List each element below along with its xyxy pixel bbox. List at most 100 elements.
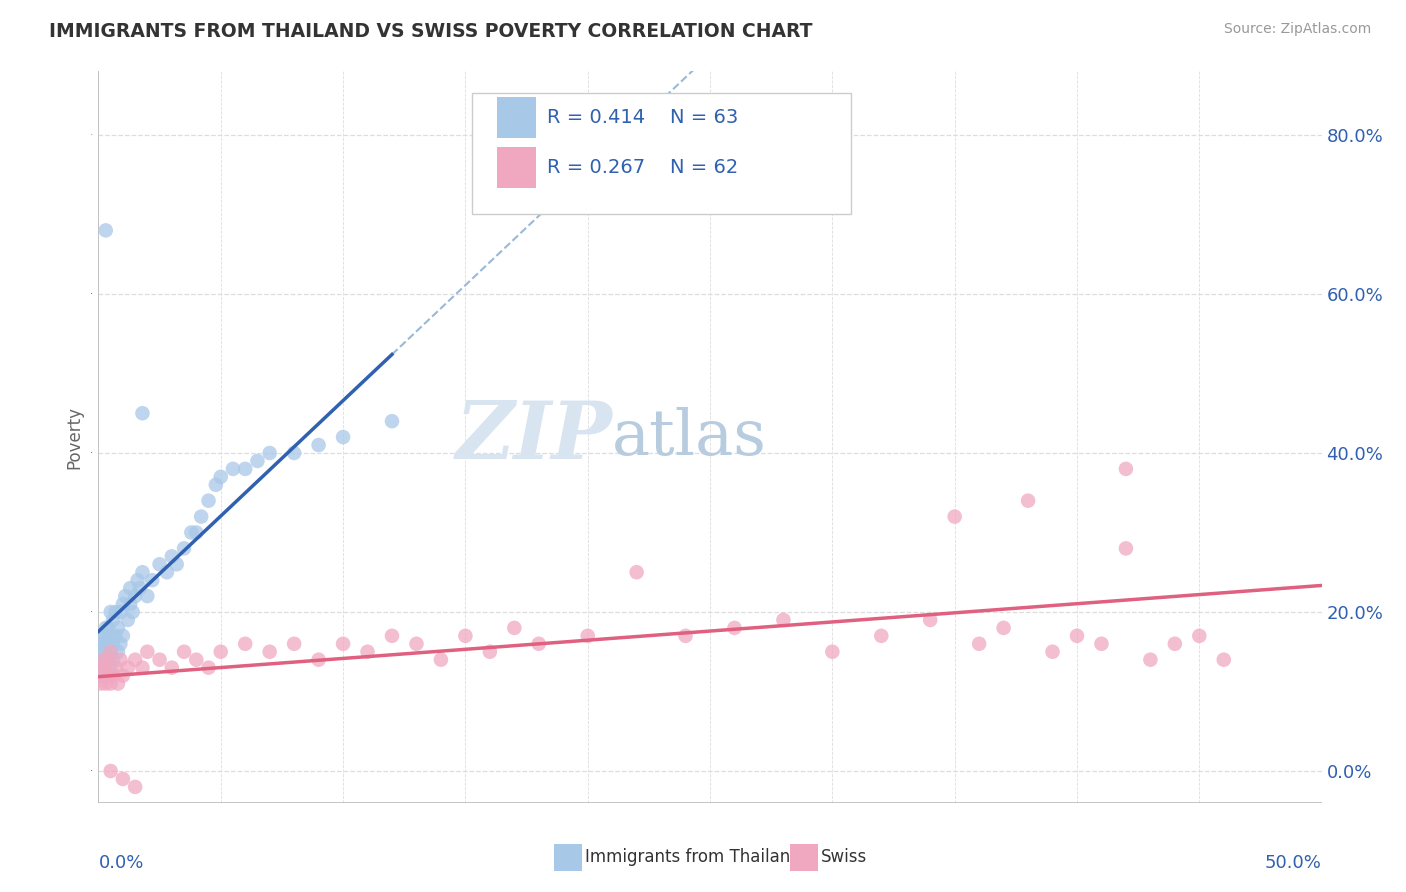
- Point: [111, 629, 134, 643]
- Point: [94, 637, 117, 651]
- Point: [920, 613, 942, 627]
- Point: [141, 573, 163, 587]
- Point: [356, 645, 378, 659]
- Point: [197, 493, 219, 508]
- Point: [114, 589, 136, 603]
- Point: [131, 566, 153, 580]
- Point: [101, 613, 124, 627]
- Point: [127, 573, 149, 587]
- Point: [97, 653, 120, 667]
- Point: [430, 653, 453, 667]
- Point: [1090, 637, 1112, 651]
- Point: [110, 637, 132, 651]
- Point: [478, 645, 501, 659]
- Point: [111, 597, 134, 611]
- Point: [94, 660, 117, 674]
- Text: 50.0%: 50.0%: [1265, 854, 1322, 872]
- Point: [104, 629, 127, 643]
- FancyBboxPatch shape: [498, 146, 536, 188]
- Point: [97, 660, 120, 674]
- Point: [124, 780, 146, 794]
- Point: [381, 414, 404, 428]
- Point: [1115, 541, 1137, 556]
- Point: [136, 589, 159, 603]
- Point: [222, 462, 245, 476]
- Point: [1066, 629, 1088, 643]
- Point: [94, 653, 117, 667]
- Point: [233, 637, 256, 651]
- Point: [101, 637, 124, 651]
- Point: [97, 653, 120, 667]
- Point: [100, 645, 122, 659]
- Text: atlas: atlas: [612, 407, 768, 467]
- Text: IMMIGRANTS FROM THAILAND VS SWISS POVERTY CORRELATION CHART: IMMIGRANTS FROM THAILAND VS SWISS POVERT…: [49, 22, 813, 41]
- Point: [993, 621, 1015, 635]
- Point: [100, 605, 122, 619]
- Point: [967, 637, 990, 651]
- Point: [111, 772, 134, 786]
- Point: [209, 645, 232, 659]
- Point: [173, 541, 195, 556]
- Point: [1115, 462, 1137, 476]
- Point: [97, 668, 120, 682]
- Text: R = 0.414: R = 0.414: [547, 108, 645, 128]
- Point: [107, 621, 129, 635]
- Point: [129, 581, 152, 595]
- Point: [110, 653, 132, 667]
- Point: [1212, 653, 1234, 667]
- Point: [90, 676, 112, 690]
- Text: R = 0.267: R = 0.267: [547, 158, 645, 177]
- Point: [723, 621, 745, 635]
- Point: [91, 653, 114, 667]
- Point: [173, 645, 195, 659]
- Point: [405, 637, 427, 651]
- Point: [454, 629, 477, 643]
- Point: [97, 621, 120, 635]
- Point: [381, 629, 404, 643]
- Point: [94, 223, 117, 237]
- Point: [160, 660, 183, 674]
- Point: [197, 660, 219, 674]
- Point: [283, 446, 305, 460]
- Point: [205, 477, 228, 491]
- Point: [160, 549, 183, 564]
- Point: [772, 613, 794, 627]
- Text: N = 63: N = 63: [669, 108, 738, 128]
- Point: [124, 653, 146, 667]
- Point: [90, 660, 112, 674]
- Point: [1139, 653, 1161, 667]
- Point: [308, 653, 330, 667]
- Text: Immigrants from Thailand: Immigrants from Thailand: [585, 848, 800, 866]
- Point: [120, 581, 142, 595]
- Text: ZIP: ZIP: [456, 399, 612, 475]
- Point: [100, 645, 122, 659]
- Point: [246, 454, 269, 468]
- Point: [90, 668, 112, 682]
- Point: [675, 629, 697, 643]
- Point: [104, 660, 127, 674]
- Point: [233, 462, 256, 476]
- Point: [91, 629, 114, 643]
- Point: [870, 629, 893, 643]
- Point: [117, 660, 139, 674]
- Point: [100, 676, 122, 690]
- Point: [821, 645, 844, 659]
- Point: [1017, 493, 1039, 508]
- Point: [156, 566, 179, 580]
- Y-axis label: Poverty: Poverty: [65, 406, 83, 468]
- Point: [1188, 629, 1211, 643]
- Point: [626, 566, 648, 580]
- Point: [259, 645, 281, 659]
- Point: [576, 629, 599, 643]
- Text: N = 62: N = 62: [669, 158, 738, 177]
- Point: [117, 613, 139, 627]
- Point: [308, 438, 330, 452]
- Point: [94, 629, 117, 643]
- Point: [131, 406, 153, 420]
- Point: [1164, 637, 1187, 651]
- Point: [104, 605, 127, 619]
- Point: [91, 653, 114, 667]
- Text: Source: ZipAtlas.com: Source: ZipAtlas.com: [1223, 22, 1371, 37]
- Text: Swiss: Swiss: [821, 848, 868, 866]
- Point: [91, 637, 114, 651]
